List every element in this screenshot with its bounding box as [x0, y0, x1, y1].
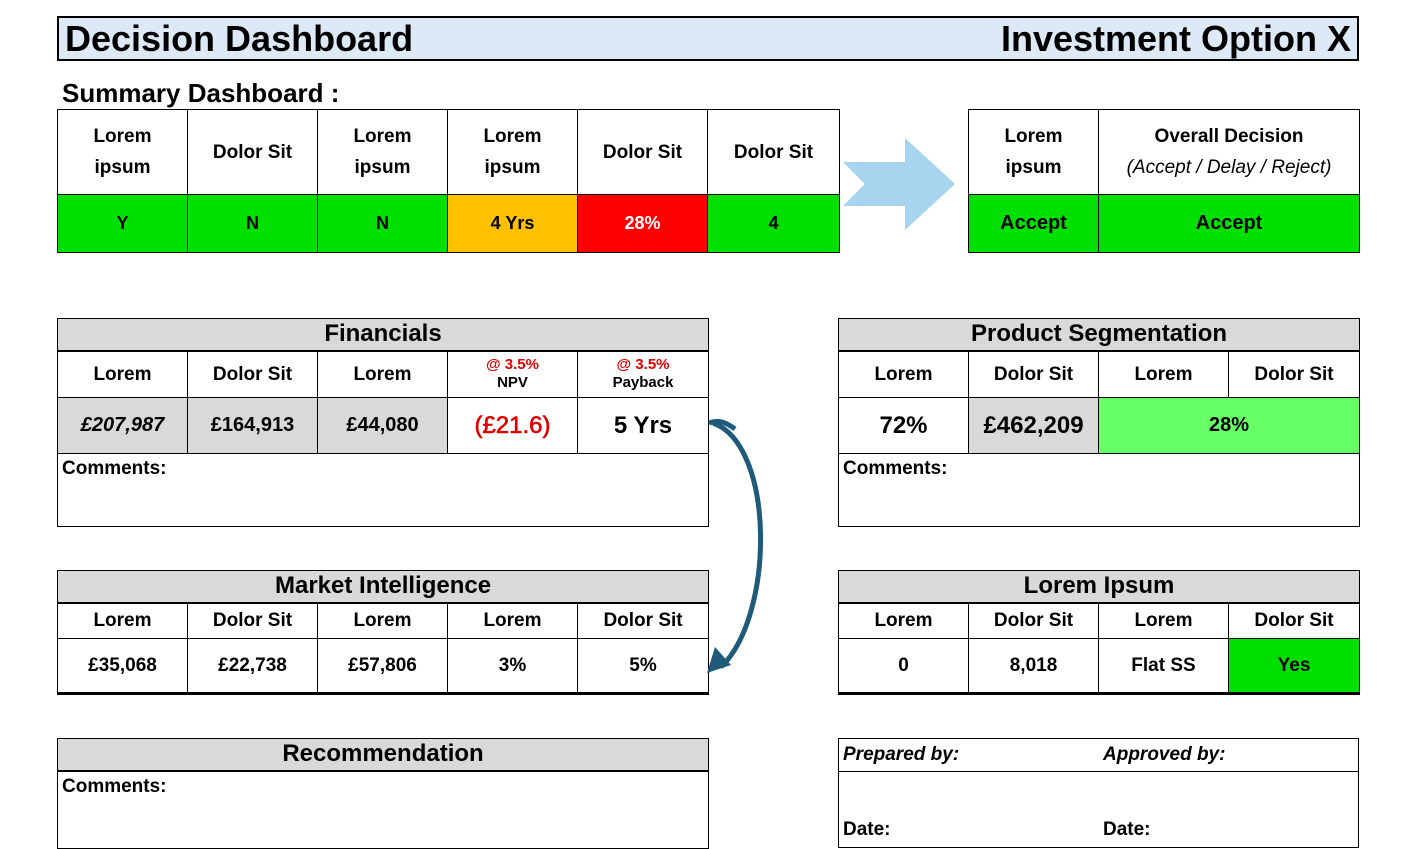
- dashboard-title: Decision Dashboard: [65, 17, 414, 59]
- lorem-ipsum-title: Lorem Ipsum: [837, 570, 1361, 604]
- summary-heading: Summary Dashboard :: [62, 78, 340, 108]
- market-value: 5%: [576, 638, 710, 695]
- signoff-box: Prepared by: Approved by: Date: Date:: [838, 738, 1359, 848]
- recommendation-title: Recommendation: [57, 738, 709, 772]
- npv-value: (£21.6): [447, 397, 578, 454]
- market-header: Lorem: [447, 602, 578, 639]
- recommendation-table: Recommendation Comments:: [57, 738, 709, 849]
- financials-value: £207,987: [57, 397, 188, 454]
- market-value: £57,806: [317, 638, 448, 695]
- summary-value: 28%: [577, 194, 708, 253]
- financials-value: £44,080: [317, 397, 448, 454]
- product-segmentation-table: Product Segmentation Lorem Dolor Sit Lor…: [837, 318, 1361, 527]
- overall-decision-header: Overall Decision (Accept / Delay / Rejec…: [1098, 109, 1360, 195]
- payback-rate: @ 3.5%: [616, 356, 670, 374]
- payback-label: Payback: [612, 374, 674, 392]
- curved-arrow-icon: [707, 418, 763, 673]
- lorem-ipsum-table: Lorem Ipsum Lorem Dolor Sit Lorem Dolor …: [837, 570, 1361, 695]
- segmentation-header: Dolor Sit: [1227, 350, 1361, 398]
- date-left-label: Date:: [843, 819, 891, 840]
- segmentation-value: 72%: [838, 397, 969, 454]
- summary-value: 4 Yrs: [447, 194, 578, 253]
- segmentation-value: £462,209: [968, 397, 1099, 454]
- financials-comments: Comments:: [56, 453, 710, 527]
- lorem-header: Lorem: [838, 602, 969, 639]
- decision-options: (Accept / Delay / Reject): [1126, 157, 1332, 178]
- summary-value: 4: [707, 194, 840, 253]
- segmentation-comments: Comments:: [837, 453, 1361, 527]
- recommendation-comments: Comments:: [57, 770, 709, 849]
- npv-rate: @ 3.5%: [486, 356, 539, 374]
- market-intelligence-table: Market Intelligence Lorem Dolor Sit Lore…: [56, 570, 710, 695]
- overall-decision-label: Overall Decision: [1154, 126, 1304, 147]
- market-value: £35,068: [57, 638, 188, 695]
- lorem-header: Dolor Sit: [968, 602, 1099, 639]
- segmentation-header: Lorem: [838, 350, 969, 398]
- npv-label: NPV: [497, 374, 528, 392]
- decision-header: Lorem ipsum: [968, 109, 1099, 195]
- decision-value: Accept: [968, 194, 1099, 253]
- financials-table: Financials Lorem Dolor Sit Lorem @ 3.5% …: [56, 318, 710, 527]
- summary-header: Dolor Sit: [707, 109, 840, 195]
- payback-value: 5 Yrs: [576, 397, 710, 454]
- decision-table: Lorem ipsum Overall Decision (Accept / D…: [968, 109, 1360, 253]
- market-header: Lorem: [317, 602, 448, 639]
- summary-header: Dolor Sit: [187, 109, 318, 195]
- segmentation-header: Dolor Sit: [968, 350, 1099, 398]
- financials-title: Financials: [56, 318, 710, 352]
- market-header: Lorem: [57, 602, 188, 639]
- summary-header: Lorem ipsum: [57, 109, 188, 195]
- summary-table: Lorem ipsum Dolor Sit Lorem ipsum Lorem …: [57, 109, 840, 253]
- summary-header: Dolor Sit: [577, 109, 708, 195]
- segmentation-header: Lorem: [1098, 350, 1229, 398]
- financials-header: Lorem: [57, 350, 188, 398]
- lorem-value: 0: [838, 638, 969, 695]
- lorem-header: Dolor Sit: [1227, 602, 1361, 639]
- financials-header: Lorem: [317, 350, 448, 398]
- financials-header: Dolor Sit: [187, 350, 318, 398]
- segmentation-value: 28%: [1097, 397, 1361, 454]
- market-value: £22,738: [187, 638, 318, 695]
- payback-header: @ 3.5% Payback: [576, 350, 710, 398]
- lorem-value: Yes: [1227, 638, 1361, 695]
- market-value: 3%: [447, 638, 578, 695]
- option-title: Investment Option X: [1000, 17, 1351, 59]
- lorem-header: Lorem: [1098, 602, 1229, 639]
- product-segmentation-title: Product Segmentation: [837, 318, 1361, 352]
- lorem-value: Flat SS: [1098, 638, 1229, 695]
- financials-value: £164,913: [187, 397, 318, 454]
- overall-decision-value: Accept: [1098, 194, 1360, 253]
- right-arrow-icon: [843, 138, 955, 230]
- summary-header: Lorem ipsum: [317, 109, 448, 195]
- npv-header: @ 3.5% NPV: [447, 350, 578, 398]
- approved-by-label: Approved by:: [1103, 744, 1226, 765]
- market-intelligence-title: Market Intelligence: [56, 570, 710, 604]
- market-header: Dolor Sit: [187, 602, 318, 639]
- summary-value: N: [187, 194, 318, 253]
- market-header: Dolor Sit: [576, 602, 710, 639]
- summary-value: N: [317, 194, 448, 253]
- title-bar: Decision Dashboard Investment Option X: [57, 16, 1359, 61]
- date-right-label: Date:: [1103, 819, 1151, 840]
- prepared-by-label: Prepared by:: [843, 744, 960, 765]
- summary-value: Y: [57, 194, 188, 253]
- summary-header: Lorem ipsum: [447, 109, 578, 195]
- lorem-value: 8,018: [968, 638, 1099, 695]
